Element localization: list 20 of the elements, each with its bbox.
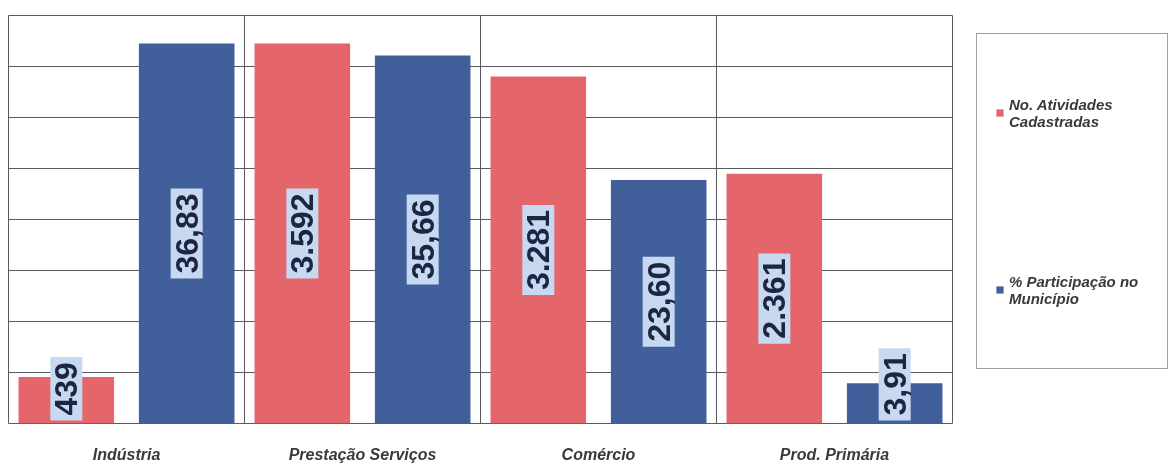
bar [610, 180, 707, 424]
data-label: 3.592 [284, 193, 321, 274]
data-label: 439 [48, 362, 85, 416]
bar [254, 43, 351, 424]
data-label: 2.361 [756, 258, 793, 339]
x-tick-label: Prod. Primária [779, 445, 890, 463]
bar [138, 43, 235, 424]
data-label: 3.281 [520, 209, 557, 290]
bar [374, 55, 471, 424]
data-label: 23,60 [640, 261, 677, 342]
x-tick-label: Indústria [92, 445, 161, 463]
x-tick-label: Comércio [561, 445, 636, 463]
data-label: 3,91 [876, 353, 913, 416]
bar [726, 173, 823, 424]
bar [490, 76, 587, 424]
legend-label: No. Atividades Cadastradas [1009, 94, 1114, 132]
x-tick-label: Prestação Serviços [288, 445, 437, 463]
data-label: 36,83 [168, 193, 205, 274]
legend-label: % Participação no Município [1009, 271, 1140, 309]
data-label: 35,66 [404, 199, 441, 280]
